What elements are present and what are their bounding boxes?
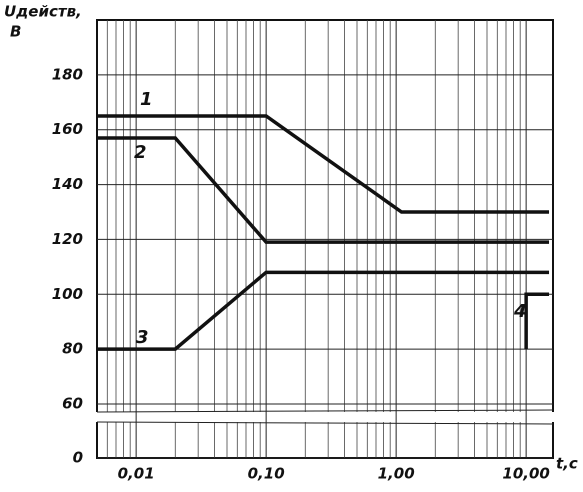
y-tick-label: 180 (52, 65, 83, 83)
y-tick-label: 160 (52, 120, 83, 138)
series-line (97, 114, 550, 214)
x-tick-label: 1,00 (378, 465, 415, 483)
series-label: 3 (136, 327, 149, 348)
y-axis-label: Uдейств, (4, 3, 82, 21)
y-tick-label: 80 (62, 340, 83, 358)
y-axis-unit: В (10, 23, 21, 41)
series-line (97, 136, 550, 244)
y-tick-label: 140 (52, 175, 83, 193)
x-tick-label: 0,10 (248, 465, 285, 483)
series-label: 4 (513, 301, 527, 322)
x-tick-label: 0,01 (118, 465, 155, 483)
axis-break (95, 412, 555, 422)
series-line (524, 292, 550, 350)
y-tick-label: 0 (73, 449, 83, 467)
axis-break-edge (96, 409, 554, 413)
x-axis-label: t,c (556, 455, 578, 473)
x-tick-label: 10,00 (502, 465, 549, 483)
y-tick-label: 100 (52, 285, 83, 303)
axis-break-edge (96, 421, 554, 425)
series-label: 1 (140, 89, 153, 110)
series-line (97, 270, 550, 351)
y-tick-label: 60 (62, 395, 83, 413)
series-label: 2 (134, 142, 147, 163)
y-tick-label: 120 (52, 230, 83, 248)
